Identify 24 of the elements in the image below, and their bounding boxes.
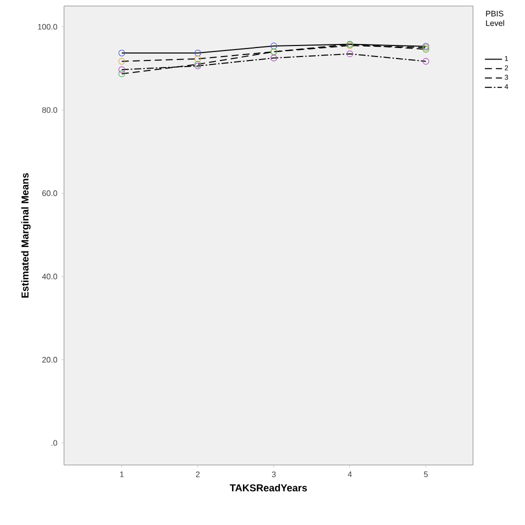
legend-title: PBIS Level bbox=[486, 10, 504, 26]
x-tick-label: 3 bbox=[272, 472, 276, 478]
point bbox=[118, 50, 126, 56]
point bbox=[422, 58, 430, 65]
x-tick-label: 4 bbox=[348, 472, 352, 478]
point bbox=[194, 56, 202, 62]
point bbox=[118, 70, 126, 78]
y-tick-label: .0 bbox=[52, 440, 58, 446]
x-tick-label: 5 bbox=[424, 472, 428, 478]
y-tick-label: 100.0 bbox=[38, 24, 58, 30]
point bbox=[270, 42, 278, 50]
y-tick-label: 40.0 bbox=[42, 274, 58, 280]
x-axis-title: TAKSReadYears bbox=[230, 484, 307, 492]
point bbox=[270, 54, 278, 62]
point bbox=[118, 58, 126, 65]
x-tick-label: 2 bbox=[196, 472, 200, 478]
y-tick-label: 60.0 bbox=[42, 190, 58, 196]
y-tick-label: 80.0 bbox=[42, 107, 58, 113]
point bbox=[346, 50, 354, 58]
point bbox=[194, 50, 202, 56]
y-tick-label: 20.0 bbox=[42, 356, 58, 363]
y-axis-title: Estimated Marginal Means bbox=[21, 173, 31, 298]
point bbox=[118, 66, 126, 73]
x-tick-label: 1 bbox=[120, 472, 124, 478]
